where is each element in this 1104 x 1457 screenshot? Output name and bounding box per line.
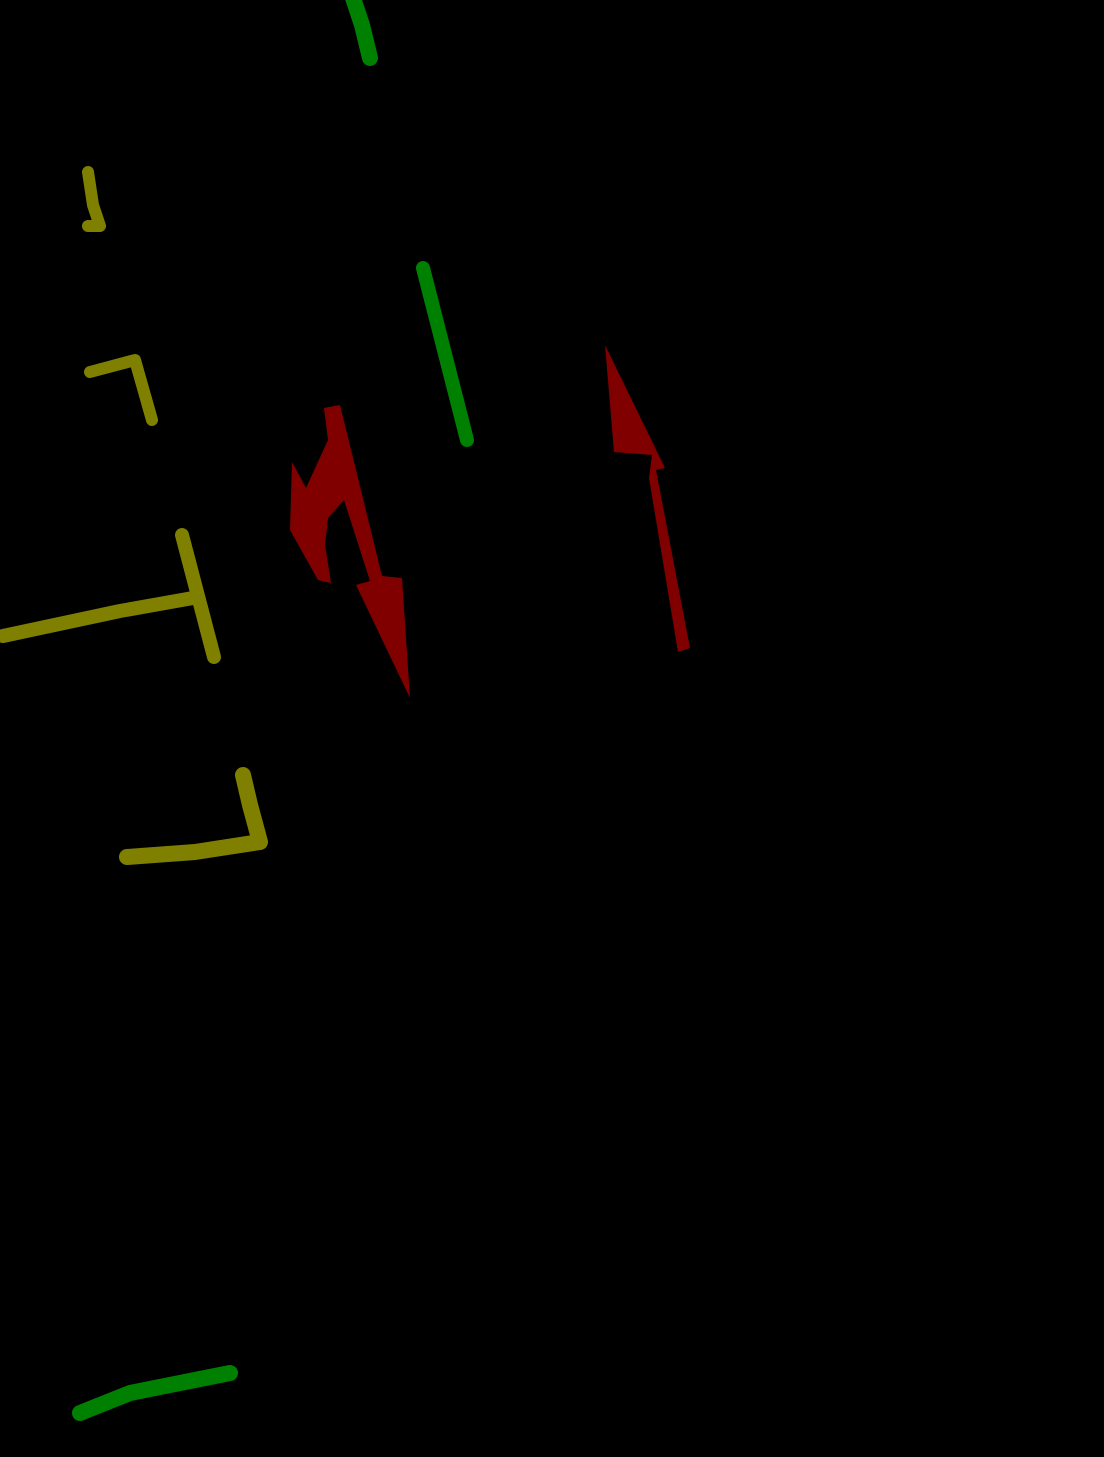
- olive-bracket-l: [119, 767, 268, 865]
- green-line-top: [345, 0, 378, 66]
- olive-bracket-small: [82, 166, 106, 232]
- green-line-group: [72, 0, 474, 1421]
- red-arrow-up: [605, 345, 690, 652]
- red-arrow-double: [290, 405, 410, 698]
- red-arrow-group: [290, 345, 690, 698]
- olive-bracket-corner: [84, 354, 158, 426]
- green-line-bottom: [72, 1365, 238, 1421]
- olive-bracket-tee-bar: [0, 591, 200, 643]
- green-line-middle: [416, 261, 474, 447]
- olive-bracket-group: [0, 166, 268, 865]
